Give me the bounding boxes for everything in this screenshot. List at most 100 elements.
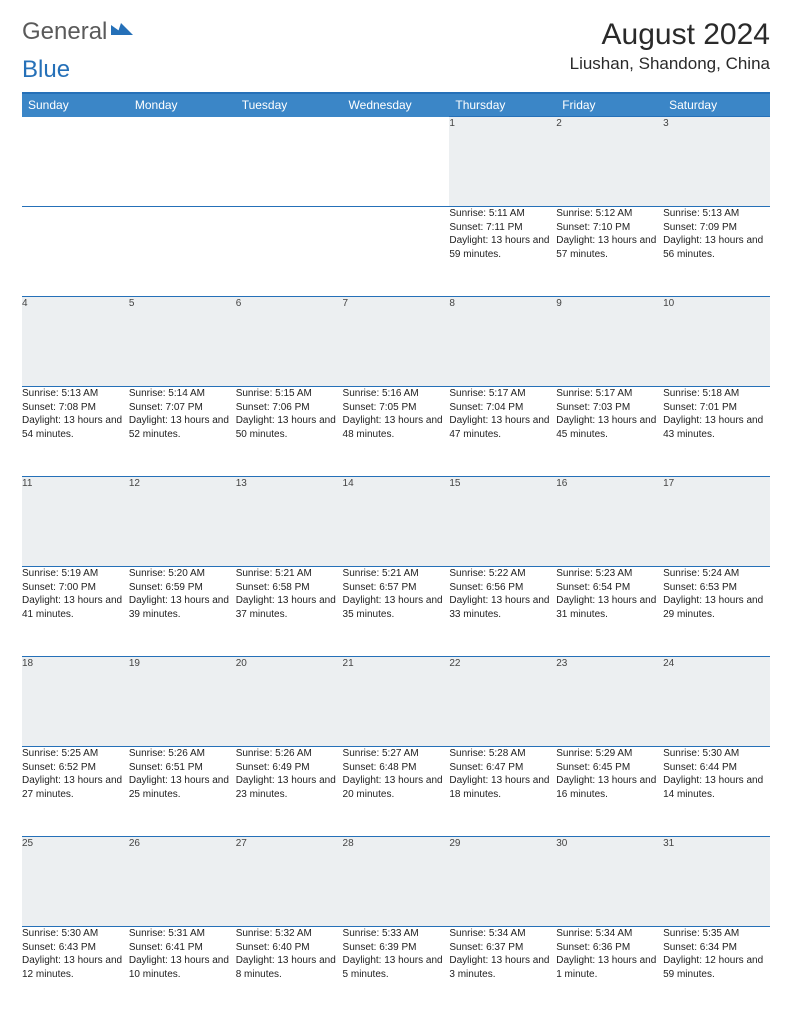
day-detail-cell: Sunrise: 5:12 AMSunset: 7:10 PMDaylight:…	[556, 207, 663, 297]
daylight-line: Daylight: 13 hours and 14 minutes.	[663, 774, 770, 801]
day-detail-cell: Sunrise: 5:32 AMSunset: 6:40 PMDaylight:…	[236, 927, 343, 1017]
day-detail-row: Sunrise: 5:11 AMSunset: 7:11 PMDaylight:…	[22, 207, 770, 297]
day-detail-cell: Sunrise: 5:30 AMSunset: 6:44 PMDaylight:…	[663, 747, 770, 837]
sunrise-line: Sunrise: 5:31 AM	[129, 927, 236, 941]
sunrise-line: Sunrise: 5:29 AM	[556, 747, 663, 761]
day-number-cell: 19	[129, 657, 236, 747]
day-number-cell: 7	[343, 297, 450, 387]
sunset-line: Sunset: 6:48 PM	[343, 761, 450, 775]
sunset-line: Sunset: 7:01 PM	[663, 401, 770, 415]
sunset-line: Sunset: 6:56 PM	[449, 581, 556, 595]
day-number-cell: 9	[556, 297, 663, 387]
sunrise-line: Sunrise: 5:17 AM	[556, 387, 663, 401]
sunset-line: Sunset: 6:36 PM	[556, 941, 663, 955]
day-detail-cell: Sunrise: 5:34 AMSunset: 6:37 PMDaylight:…	[449, 927, 556, 1017]
sunset-line: Sunset: 6:41 PM	[129, 941, 236, 955]
day-number-cell	[129, 117, 236, 207]
sunrise-line: Sunrise: 5:22 AM	[449, 567, 556, 581]
daylight-line: Daylight: 13 hours and 16 minutes.	[556, 774, 663, 801]
sunrise-line: Sunrise: 5:19 AM	[22, 567, 129, 581]
daylight-line: Daylight: 13 hours and 59 minutes.	[449, 234, 556, 261]
day-detail-row: Sunrise: 5:13 AMSunset: 7:08 PMDaylight:…	[22, 387, 770, 477]
sunrise-line: Sunrise: 5:34 AM	[556, 927, 663, 941]
day-detail-cell: Sunrise: 5:27 AMSunset: 6:48 PMDaylight:…	[343, 747, 450, 837]
sunrise-line: Sunrise: 5:35 AM	[663, 927, 770, 941]
daylight-line: Daylight: 13 hours and 10 minutes.	[129, 954, 236, 981]
day-number-cell: 3	[663, 117, 770, 207]
sunrise-line: Sunrise: 5:21 AM	[236, 567, 343, 581]
daylight-line: Daylight: 13 hours and 54 minutes.	[22, 414, 129, 441]
daylight-line: Daylight: 13 hours and 3 minutes.	[449, 954, 556, 981]
day-number-cell: 20	[236, 657, 343, 747]
sunrise-line: Sunrise: 5:16 AM	[343, 387, 450, 401]
day-detail-cell: Sunrise: 5:25 AMSunset: 6:52 PMDaylight:…	[22, 747, 129, 837]
day-detail-row: Sunrise: 5:25 AMSunset: 6:52 PMDaylight:…	[22, 747, 770, 837]
daylight-line: Daylight: 13 hours and 25 minutes.	[129, 774, 236, 801]
day-number-row: 45678910	[22, 297, 770, 387]
daylight-line: Daylight: 13 hours and 41 minutes.	[22, 594, 129, 621]
sunrise-line: Sunrise: 5:18 AM	[663, 387, 770, 401]
sunset-line: Sunset: 6:44 PM	[663, 761, 770, 775]
sunrise-line: Sunrise: 5:26 AM	[129, 747, 236, 761]
day-detail-cell: Sunrise: 5:26 AMSunset: 6:51 PMDaylight:…	[129, 747, 236, 837]
day-number-cell: 1	[449, 117, 556, 207]
day-number-cell: 6	[236, 297, 343, 387]
sunset-line: Sunset: 6:43 PM	[22, 941, 129, 955]
weekday-header-row: Sunday Monday Tuesday Wednesday Thursday…	[22, 93, 770, 117]
sunset-line: Sunset: 6:59 PM	[129, 581, 236, 595]
daylight-line: Daylight: 13 hours and 35 minutes.	[343, 594, 450, 621]
day-detail-cell: Sunrise: 5:13 AMSunset: 7:08 PMDaylight:…	[22, 387, 129, 477]
sunrise-line: Sunrise: 5:30 AM	[663, 747, 770, 761]
day-number-row: 25262728293031	[22, 837, 770, 927]
sunset-line: Sunset: 7:11 PM	[449, 221, 556, 235]
daylight-line: Daylight: 13 hours and 18 minutes.	[449, 774, 556, 801]
daylight-line: Daylight: 13 hours and 39 minutes.	[129, 594, 236, 621]
weekday-header: Tuesday	[236, 93, 343, 117]
day-number-cell: 13	[236, 477, 343, 567]
day-number-cell: 28	[343, 837, 450, 927]
day-number-cell: 8	[449, 297, 556, 387]
day-number-cell: 2	[556, 117, 663, 207]
day-number-cell: 22	[449, 657, 556, 747]
sunset-line: Sunset: 6:37 PM	[449, 941, 556, 955]
day-detail-cell: Sunrise: 5:14 AMSunset: 7:07 PMDaylight:…	[129, 387, 236, 477]
sunset-line: Sunset: 6:52 PM	[22, 761, 129, 775]
day-detail-cell	[343, 207, 450, 297]
day-detail-cell: Sunrise: 5:18 AMSunset: 7:01 PMDaylight:…	[663, 387, 770, 477]
daylight-line: Daylight: 13 hours and 20 minutes.	[343, 774, 450, 801]
sunrise-line: Sunrise: 5:14 AM	[129, 387, 236, 401]
weekday-header: Wednesday	[343, 93, 450, 117]
day-number-cell	[22, 117, 129, 207]
sunrise-line: Sunrise: 5:30 AM	[22, 927, 129, 941]
calendar-body: 123Sunrise: 5:11 AMSunset: 7:11 PMDaylig…	[22, 117, 770, 1017]
day-number-cell: 26	[129, 837, 236, 927]
daylight-line: Daylight: 13 hours and 31 minutes.	[556, 594, 663, 621]
sunrise-line: Sunrise: 5:28 AM	[449, 747, 556, 761]
daylight-line: Daylight: 13 hours and 27 minutes.	[22, 774, 129, 801]
daylight-line: Daylight: 13 hours and 1 minute.	[556, 954, 663, 981]
day-number-cell: 4	[22, 297, 129, 387]
sunrise-line: Sunrise: 5:32 AM	[236, 927, 343, 941]
weekday-header: Thursday	[449, 93, 556, 117]
logo: General	[22, 18, 133, 46]
day-detail-cell: Sunrise: 5:30 AMSunset: 6:43 PMDaylight:…	[22, 927, 129, 1017]
sunset-line: Sunset: 7:06 PM	[236, 401, 343, 415]
day-number-cell	[236, 117, 343, 207]
day-number-cell: 25	[22, 837, 129, 927]
weekday-header: Sunday	[22, 93, 129, 117]
day-number-cell: 10	[663, 297, 770, 387]
sunset-line: Sunset: 6:39 PM	[343, 941, 450, 955]
day-detail-cell: Sunrise: 5:26 AMSunset: 6:49 PMDaylight:…	[236, 747, 343, 837]
day-number-cell: 31	[663, 837, 770, 927]
day-number-cell: 14	[343, 477, 450, 567]
daylight-line: Daylight: 13 hours and 5 minutes.	[343, 954, 450, 981]
day-number-cell: 29	[449, 837, 556, 927]
day-detail-cell	[236, 207, 343, 297]
sunrise-line: Sunrise: 5:33 AM	[343, 927, 450, 941]
daylight-line: Daylight: 13 hours and 45 minutes.	[556, 414, 663, 441]
logo-line2: Blue	[22, 56, 770, 84]
sunset-line: Sunset: 6:51 PM	[129, 761, 236, 775]
weekday-header: Saturday	[663, 93, 770, 117]
day-number-cell: 18	[22, 657, 129, 747]
logo-text-a: General	[22, 18, 107, 46]
